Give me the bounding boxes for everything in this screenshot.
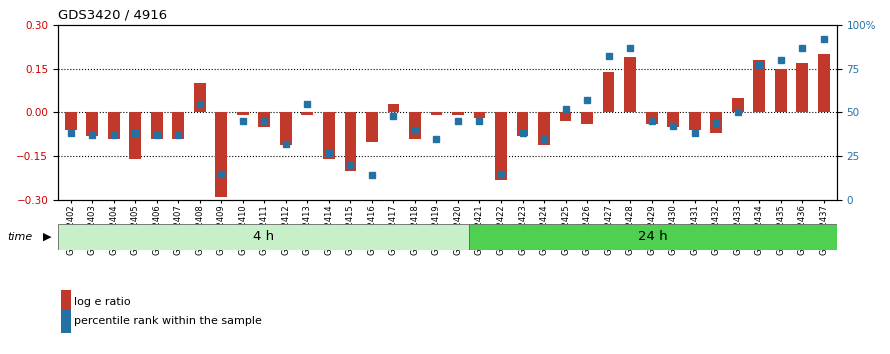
Bar	[775, 69, 787, 113]
Bar	[581, 113, 593, 124]
Text: time: time	[7, 232, 32, 242]
Text: percentile rank within the sample: percentile rank within the sample	[74, 316, 262, 326]
Bar	[732, 98, 743, 113]
Bar	[108, 113, 119, 139]
Bar	[173, 113, 184, 139]
Bar	[129, 113, 142, 159]
Text: GDS3420 / 4916: GDS3420 / 4916	[58, 9, 167, 22]
Bar	[431, 113, 442, 115]
Bar	[473, 113, 485, 118]
Bar	[538, 113, 550, 144]
Bar	[753, 60, 765, 113]
Bar	[86, 113, 98, 136]
Bar	[797, 63, 808, 113]
Bar	[151, 113, 163, 139]
Bar	[710, 113, 722, 133]
Bar	[409, 113, 421, 139]
Bar	[469, 224, 837, 250]
Bar	[237, 113, 249, 115]
Bar	[689, 113, 700, 130]
Bar	[603, 72, 614, 113]
Bar	[452, 113, 464, 115]
Bar	[280, 113, 292, 144]
Bar	[818, 54, 829, 113]
Bar	[645, 113, 658, 124]
Bar	[194, 83, 206, 113]
Bar	[668, 113, 679, 127]
Text: log e ratio: log e ratio	[74, 297, 131, 307]
Bar	[495, 113, 507, 179]
Text: 24 h: 24 h	[638, 230, 668, 243]
Bar	[366, 113, 378, 142]
Text: 4 h: 4 h	[253, 230, 274, 243]
Bar	[215, 113, 227, 197]
Bar	[302, 113, 313, 115]
Text: ▶: ▶	[43, 232, 52, 242]
Bar	[344, 113, 356, 171]
Bar	[387, 104, 400, 113]
Bar	[624, 57, 636, 113]
Bar	[560, 113, 571, 121]
Bar	[323, 113, 335, 159]
Bar	[516, 113, 529, 136]
Bar	[258, 113, 271, 127]
Bar	[65, 113, 77, 130]
Bar	[58, 224, 469, 250]
